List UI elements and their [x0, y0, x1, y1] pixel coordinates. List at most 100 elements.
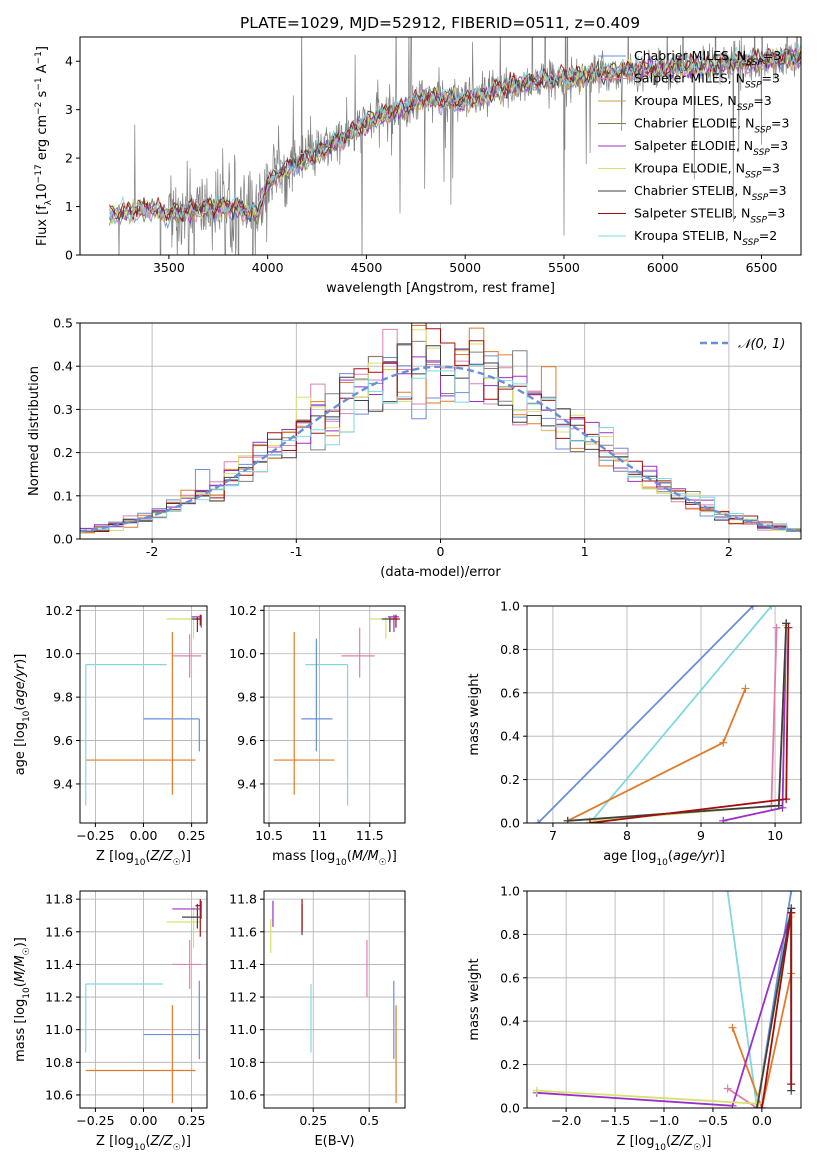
age-vs-mass-plot-area — [274, 614, 400, 806]
x-tick-label: -2 — [146, 544, 158, 559]
weight-point — [723, 1084, 732, 1093]
x-tick-label: 10 — [767, 828, 783, 843]
weight-series-dark — [567, 623, 788, 822]
legend-entry: Salpeter MILES, NSSP=3 — [634, 71, 780, 91]
errorbar-orange — [274, 632, 335, 795]
x-tick-label: 9 — [697, 828, 705, 843]
panel-weight-vs-Z: −2.0 −1.5 −1.0 −0.5 0.0 0.0 0.2 0.4 0.6 0.8 1.0 Z [… — [467, 884, 802, 1153]
weight-series-pink — [770, 627, 778, 806]
weight-point — [772, 623, 781, 632]
weight-point — [782, 619, 791, 628]
weight-point — [719, 738, 728, 747]
weight-series-cyan — [726, 891, 758, 1108]
y-tick-label: 10.0 — [45, 646, 73, 661]
errorbar-dark — [181, 904, 202, 929]
x-tick-label: 0 — [437, 544, 445, 559]
weight-point — [774, 801, 783, 810]
y-axis-label: mass weight — [467, 958, 482, 1040]
legend-entry: Chabrier STELIB, NSSP=3 — [634, 183, 787, 203]
weight-point — [782, 795, 791, 804]
weight-vs-age-plot-area — [534, 606, 793, 823]
x-tick-label: 5500 — [548, 260, 580, 275]
y-tick-label: 11.2 — [229, 990, 257, 1005]
panel-spectrum: 3500 4000 4500 5000 5500 6000 6500 0 1 2 3 4 wavelen… — [34, 36, 802, 296]
histogram-series-7 — [80, 323, 801, 533]
weight-series-orange — [567, 688, 747, 822]
y-tick-label: 11.0 — [229, 1022, 257, 1037]
weight-series-red — [761, 912, 793, 1108]
weight-point — [723, 891, 732, 895]
legend-entry: Kroupa ELODIE, NSSP=3 — [634, 161, 780, 181]
y-tick-label: 11.8 — [229, 892, 257, 907]
weight-point — [787, 1080, 796, 1089]
y-tick-label: 0.0 — [500, 816, 520, 831]
x-tick-label: −1.0 — [649, 1113, 679, 1128]
weight-series-blue — [537, 606, 754, 823]
residuals-legend: 𝒩(0, 1) — [700, 337, 785, 352]
y-axis-label: mass weight — [467, 673, 482, 755]
x-axis-label: (data-model)/error — [380, 565, 501, 580]
errorbar-yellow — [166, 907, 202, 949]
errorbar-blue — [143, 718, 200, 752]
mass-vs-Z-grid — [80, 891, 207, 1108]
legend-entry: Kroupa STELIB, NSSP=2 — [634, 228, 777, 248]
weight-point — [784, 623, 793, 632]
y-tick-label: 9.6 — [237, 733, 257, 748]
x-axis-label: E(B-V) — [314, 1134, 354, 1149]
y-tick-label: 11.4 — [45, 957, 73, 972]
y-axis-label: mass [log10(M/M☉)] — [13, 937, 32, 1062]
weight-point — [767, 606, 776, 610]
x-tick-label: 6500 — [746, 260, 778, 275]
figure-title: PLATE=1029, MJD=52912, FIBERID=0511, z=0… — [240, 14, 640, 32]
x-tick-label: −2.0 — [551, 1113, 581, 1128]
y-tick-label: 11.0 — [45, 1022, 73, 1037]
mass-vs-ebv-frame — [263, 890, 406, 1109]
weight-point — [585, 819, 594, 823]
weight-point — [787, 891, 796, 895]
weight-point — [719, 816, 728, 823]
errorbar-purple — [387, 614, 399, 633]
mass-vs-ebv-plot-area — [270, 899, 397, 1104]
y-tick-label: 10.2 — [45, 603, 73, 618]
y-tick-label: 9.8 — [237, 690, 257, 705]
x-axis-label: mass [log10(M/M☉)] — [272, 849, 397, 868]
x-tick-label: 0.25 — [178, 1113, 206, 1128]
age-vs-Z-grid — [80, 606, 207, 823]
y-tick-label: 1.0 — [500, 599, 520, 614]
errorbar-pink — [341, 627, 375, 678]
errorbar-blue — [143, 980, 200, 1060]
model-line-8 — [109, 44, 801, 225]
panel-mass-vs-Z: −0.25 0.00 0.25 10.6 10.8 11.0 11.2 11.4 11.6 11.… — [13, 890, 208, 1153]
residuals-plot-area — [80, 323, 801, 534]
y-axis-label: age [log10(age/yr)] — [13, 654, 32, 776]
y-tick-label: 11.6 — [229, 924, 257, 939]
errorbar-purple — [172, 900, 202, 919]
x-tick-label: −0.5 — [698, 1113, 728, 1128]
y-tick-label: 0.4 — [500, 1014, 520, 1029]
legend-entry: Salpeter ELODIE, NSSP=3 — [634, 138, 788, 158]
histogram-series-4 — [80, 349, 801, 530]
y-tick-label: 0.2 — [500, 1057, 520, 1072]
y-tick-label: 9.6 — [53, 733, 73, 748]
histogram-series-8 — [80, 364, 801, 532]
errorbar-pink — [172, 634, 202, 678]
mass-vs-Z-plot-area — [85, 899, 202, 1104]
x-tick-label: 0.00 — [130, 1113, 158, 1128]
x-axis-label: Z [log10(Z/Z☉)] — [96, 849, 191, 868]
y-tick-label: 4 — [65, 54, 73, 69]
errorbar-red — [195, 614, 202, 626]
weight-vs-age-grid — [527, 605, 801, 824]
weight-series-cyan — [589, 606, 773, 823]
errorbar-cyan — [85, 983, 163, 1053]
y-tick-label: 2 — [65, 151, 73, 166]
panel-weight-vs-age: 7 8 9 10 0.0 0.2 0.4 0.6 0.8 1.0 age [log10(age/yr… — [467, 599, 802, 868]
x-tick-label: 3500 — [153, 260, 185, 275]
x-tick-label: 4500 — [351, 260, 383, 275]
weight-vs-age-frame — [526, 605, 802, 824]
weight-point — [728, 1023, 737, 1032]
y-tick-label: 11.4 — [229, 957, 257, 972]
x-tick-label: 0.5 — [359, 1113, 379, 1128]
x-tick-label: 5000 — [449, 260, 481, 275]
x-tick-label: 1 — [581, 544, 589, 559]
